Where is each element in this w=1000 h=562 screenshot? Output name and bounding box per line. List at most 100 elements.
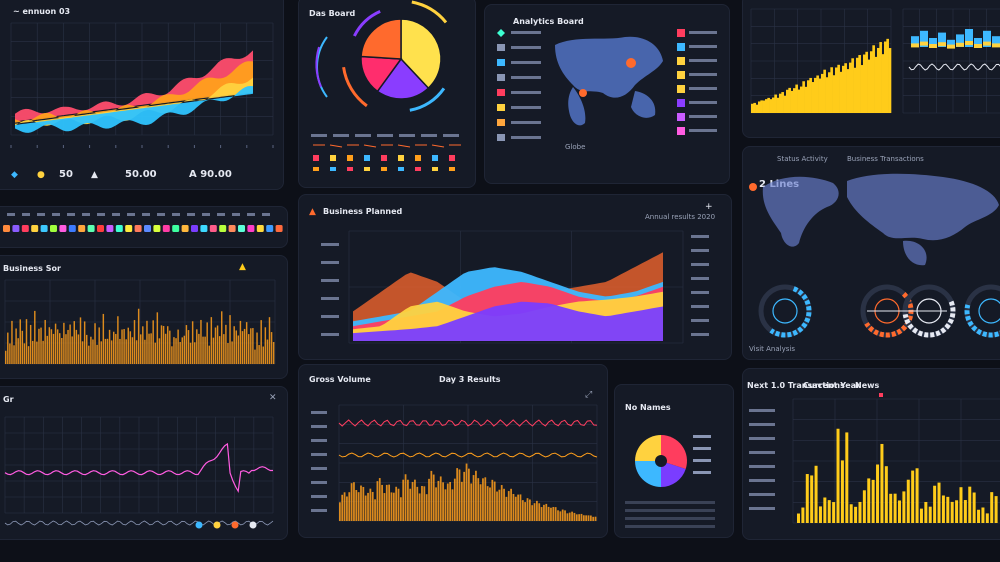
legend-label — [67, 213, 75, 216]
bar — [52, 333, 55, 364]
bar — [385, 484, 388, 521]
bar — [142, 326, 144, 364]
bar — [439, 476, 442, 521]
bar — [836, 428, 840, 523]
bar — [872, 45, 875, 114]
bar — [181, 337, 183, 364]
panel-title: Business Planned — [323, 207, 403, 216]
legend-swatch — [381, 155, 387, 161]
sparkline — [363, 144, 377, 148]
legend-label — [187, 213, 195, 216]
bar — [148, 333, 150, 364]
bar — [252, 328, 254, 364]
legend-swatch — [256, 225, 264, 232]
map-marker — [626, 58, 636, 68]
legend-swatch — [238, 225, 245, 232]
status-dot — [213, 521, 221, 529]
legend-swatch — [68, 225, 76, 232]
legend-swatch — [275, 225, 283, 232]
plus-icon[interactable]: + — [705, 202, 713, 212]
donut-chart — [625, 435, 715, 528]
bar — [94, 323, 96, 364]
bar — [811, 82, 815, 113]
axis-label — [691, 333, 709, 336]
bar — [248, 334, 250, 364]
legend-label — [511, 31, 541, 34]
expand-icon[interactable]: ⤢ — [585, 390, 593, 400]
bar — [444, 489, 447, 521]
bar — [884, 41, 887, 113]
legend-swatch — [677, 29, 685, 37]
bar — [59, 333, 61, 364]
bar — [985, 513, 989, 523]
line-trend-panel: Gr ✕ — [0, 386, 288, 540]
triangle-icon: ▲ — [91, 170, 98, 180]
bar — [198, 333, 200, 364]
bar — [212, 337, 215, 364]
bar — [73, 321, 75, 364]
bar — [528, 499, 531, 521]
bar — [27, 346, 30, 364]
bar — [40, 327, 42, 364]
trend-line — [4, 442, 273, 494]
bar — [468, 468, 470, 521]
bar — [221, 311, 223, 364]
legend-label — [511, 46, 541, 49]
bar — [233, 326, 235, 364]
bar — [341, 494, 344, 521]
bar — [472, 475, 475, 521]
legend-label — [689, 31, 717, 34]
bar — [846, 69, 850, 113]
bar — [919, 508, 923, 523]
bar — [152, 320, 154, 364]
bar — [32, 340, 34, 364]
bar — [510, 488, 512, 521]
gauge-core — [772, 298, 798, 324]
bar — [432, 474, 435, 521]
bar — [589, 515, 592, 521]
legend-swatch — [497, 59, 505, 66]
bar — [430, 470, 433, 521]
bar — [860, 65, 864, 113]
bar — [453, 478, 456, 521]
line-bar-chart — [311, 404, 598, 522]
bar — [536, 500, 538, 521]
bar — [554, 507, 557, 521]
bar — [137, 308, 140, 364]
bar — [965, 41, 973, 45]
bar — [15, 328, 17, 364]
bar — [498, 489, 501, 521]
bar — [884, 466, 888, 523]
bar — [123, 329, 125, 364]
gauge-arc — [409, 87, 446, 112]
bar — [844, 63, 847, 113]
bar — [832, 502, 836, 523]
world-gauges-panel: Status Activity Business Transactions 2 … — [742, 146, 1000, 360]
close-icon[interactable]: ✕ — [269, 393, 277, 403]
bar — [938, 42, 946, 47]
bar — [102, 313, 105, 364]
bar — [369, 488, 372, 521]
legend-swatch — [330, 167, 336, 171]
stat-value: 50 — [59, 169, 73, 180]
legend-swatch — [449, 167, 455, 171]
bar — [127, 327, 129, 364]
bar — [524, 502, 527, 521]
bar — [67, 329, 69, 364]
bar — [216, 325, 219, 364]
bar — [156, 312, 159, 364]
bar — [937, 482, 941, 523]
top-right-bars-panel — [742, 0, 1000, 138]
bar — [225, 324, 227, 364]
gauge-arc — [316, 36, 328, 98]
bar — [533, 503, 536, 521]
stacked-area-chart — [10, 22, 274, 148]
bar-chart — [750, 8, 1000, 114]
legend-swatch — [879, 393, 883, 397]
bar — [343, 492, 346, 521]
bar — [388, 484, 391, 521]
status-dot — [231, 521, 239, 529]
bar — [547, 506, 550, 521]
legend-swatch — [31, 225, 39, 232]
bar — [364, 495, 367, 521]
